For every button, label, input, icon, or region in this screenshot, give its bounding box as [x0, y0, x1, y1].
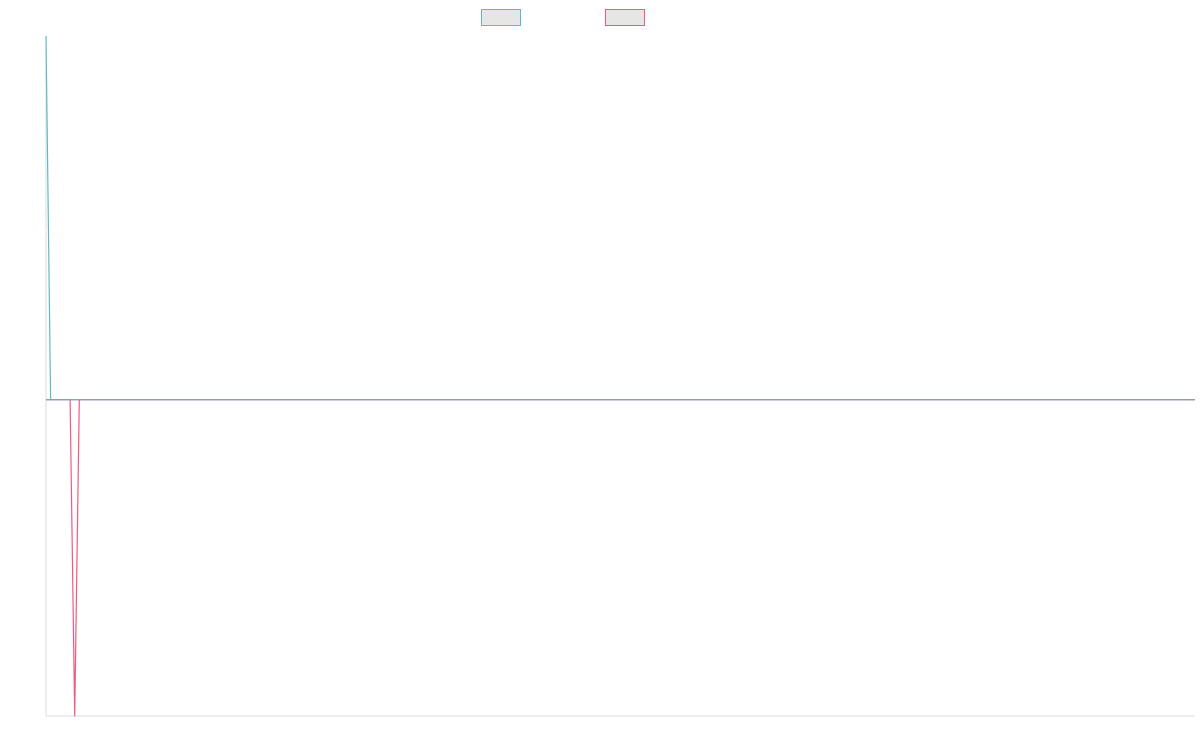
- series-line-1: [45, 35, 1195, 401]
- legend-swatch-2: [605, 9, 645, 26]
- legend-swatch-1: [481, 9, 521, 26]
- series-line-2: [46, 399, 1195, 717]
